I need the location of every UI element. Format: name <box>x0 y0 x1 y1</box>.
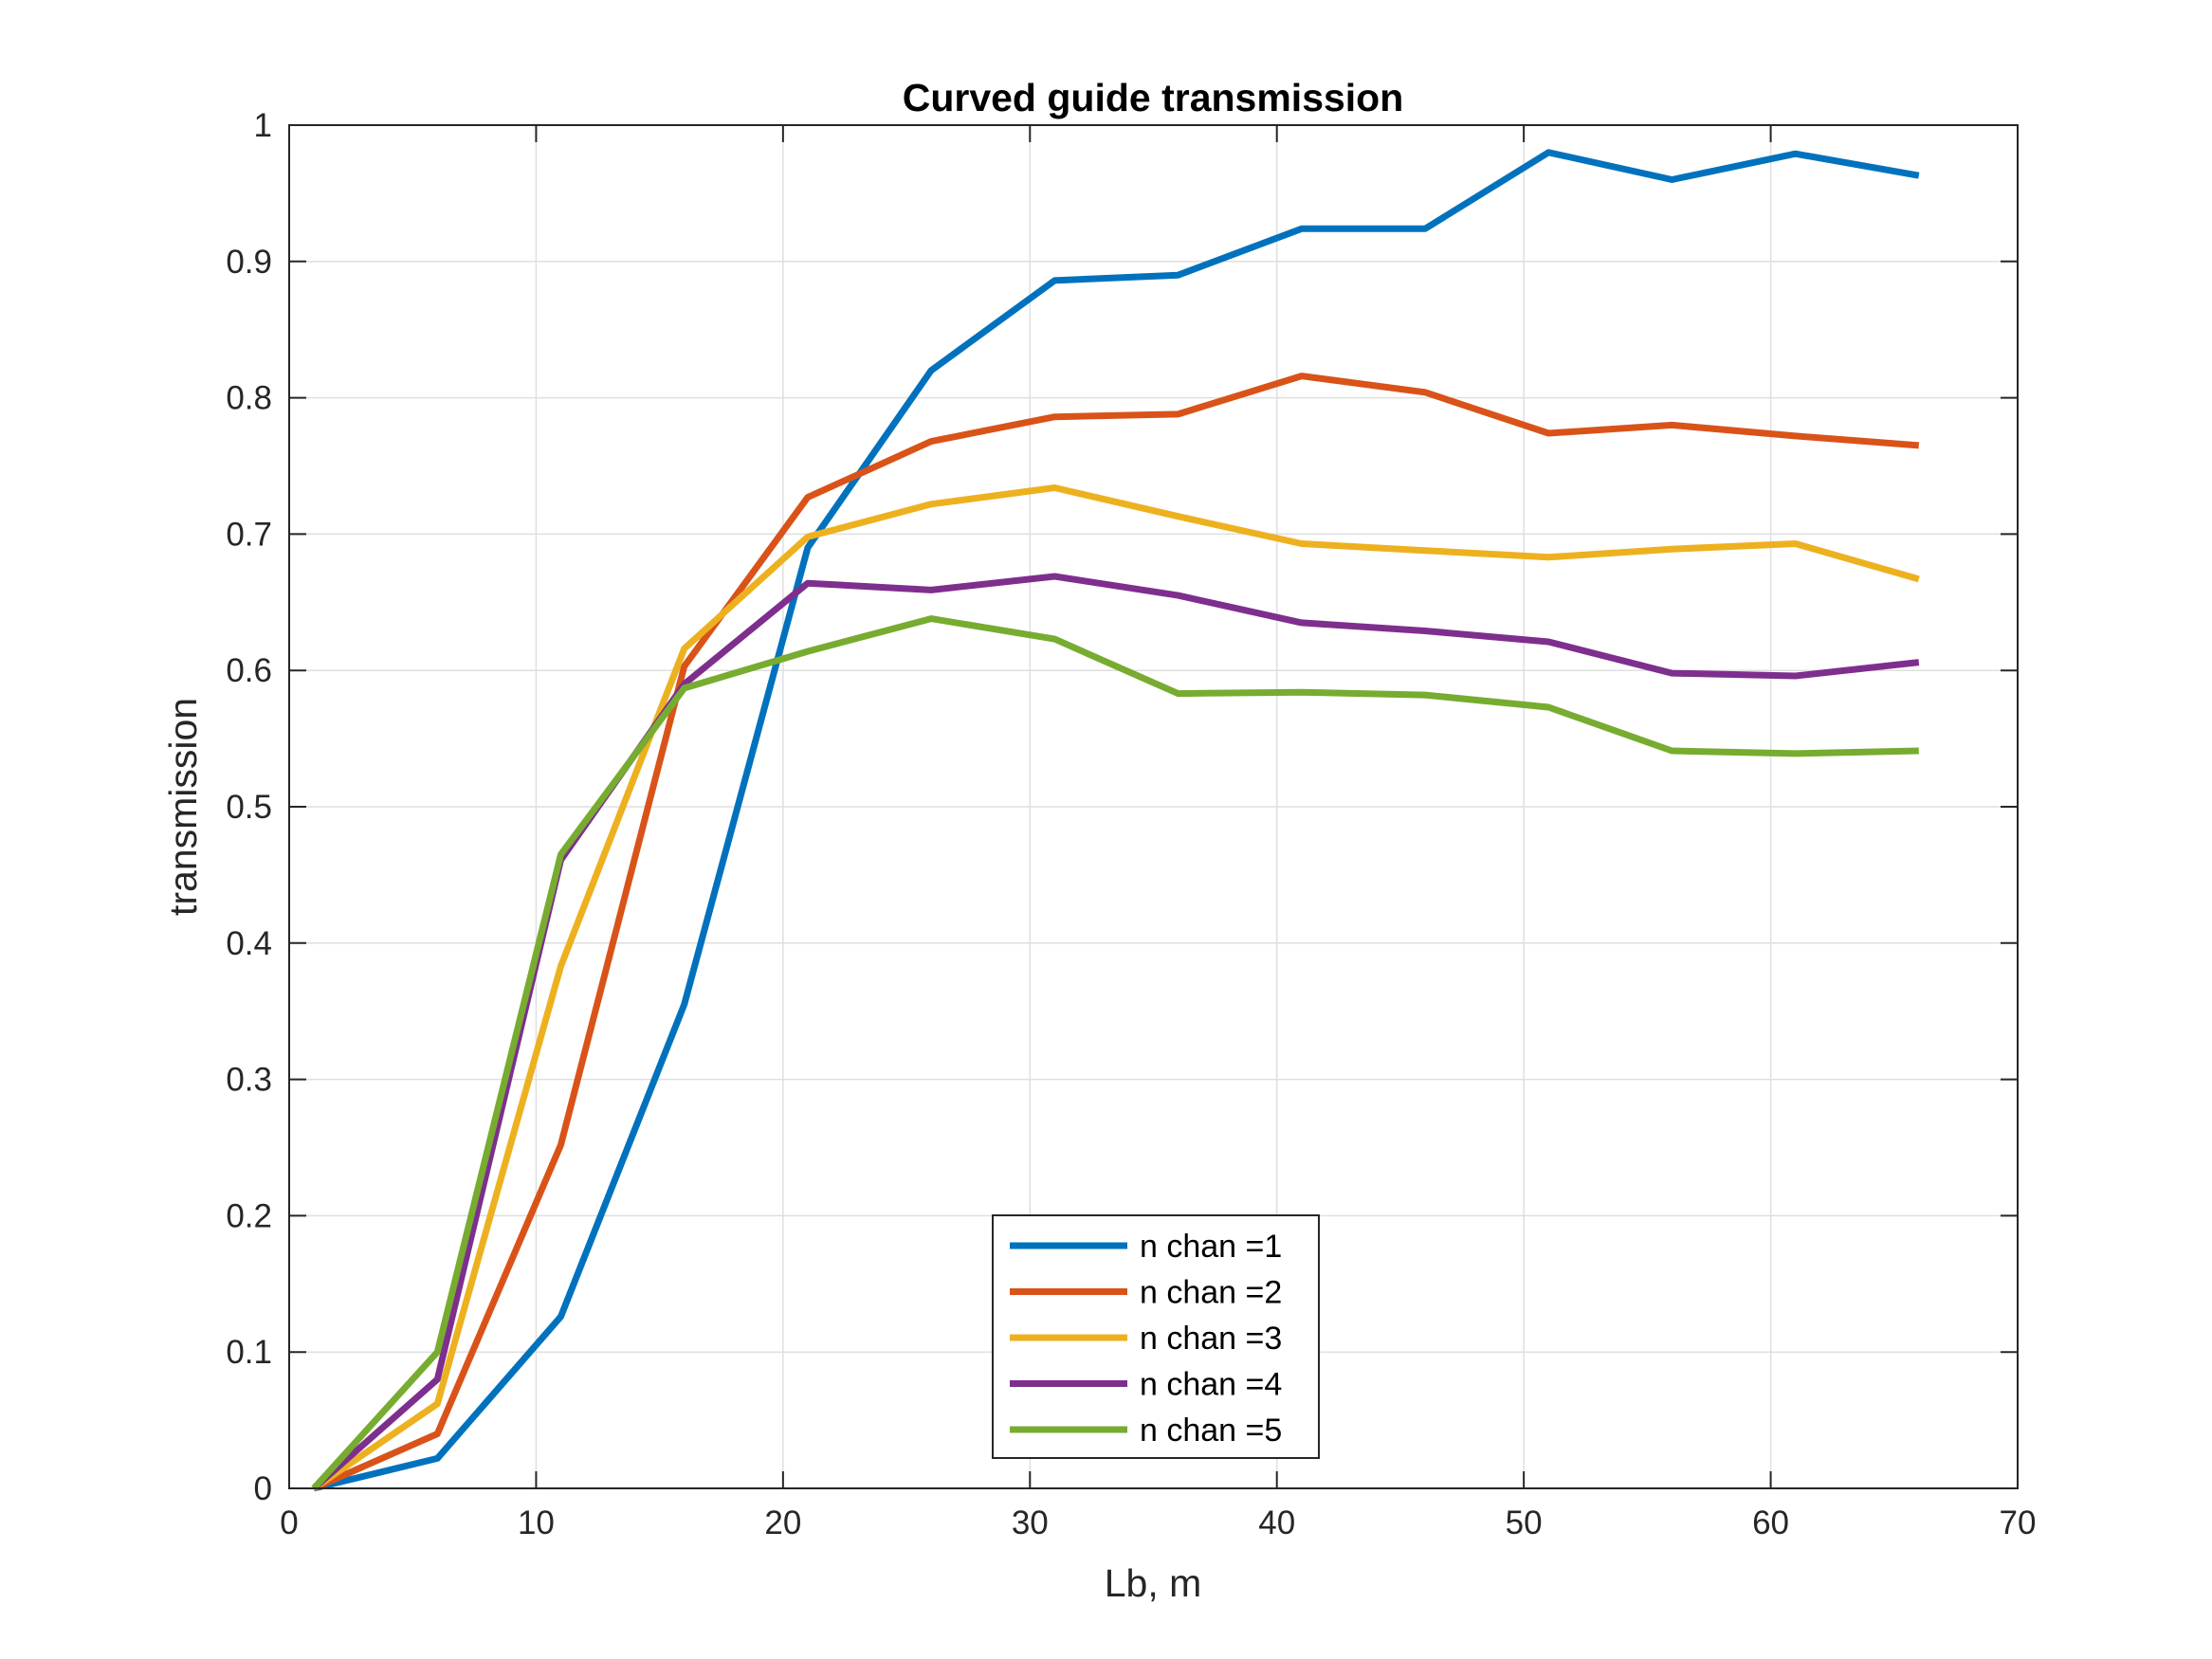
legend-label-1: n chan =1 <box>1140 1229 1282 1265</box>
chart-title: Curved guide transmission <box>903 76 1404 119</box>
y-tick-label: 0.6 <box>226 652 272 689</box>
x-tick-label: 50 <box>1506 1504 1543 1541</box>
x-tick-label: 70 <box>2000 1504 2037 1541</box>
x-tick-labels: 0 10 20 30 40 50 60 70 <box>280 1504 2036 1541</box>
x-axis-title: Lb, m <box>1105 1561 1202 1605</box>
y-tick-label: 1 <box>254 107 272 144</box>
legend-label-2: n chan =2 <box>1140 1275 1282 1311</box>
legend: n chan =1 n chan =2 n chan =3 n chan =4 n ch… <box>992 1214 1320 1459</box>
y-tick-label: 0.7 <box>226 516 272 553</box>
legend-items: n chan =1 n chan =2 n chan =3 n chan =4 n ch… <box>1010 1229 1282 1449</box>
y-tick-label: 0.5 <box>226 789 272 826</box>
series-line-2 <box>312 373 1920 1492</box>
y-tick-label: 0.2 <box>226 1197 272 1234</box>
x-tick-label: 40 <box>1258 1504 1295 1541</box>
y-tick-label: 0.9 <box>226 244 272 281</box>
series-lines <box>311 149 1920 1492</box>
x-tick-label: 10 <box>518 1504 555 1541</box>
axis-ticks <box>288 124 2019 1489</box>
legend-label-4: n chan =4 <box>1140 1367 1282 1403</box>
x-tick-label: 30 <box>1012 1504 1049 1541</box>
legend-label-3: n chan =3 <box>1140 1321 1282 1357</box>
y-tick-label: 0.1 <box>226 1334 272 1371</box>
series-line-5 <box>311 615 1919 1491</box>
y-tick-labels: 0 0.1 0.2 0.3 0.4 0.5 0.6 0.7 0.8 0.9 1 <box>226 107 272 1507</box>
legend-label-5: n chan =5 <box>1140 1413 1282 1449</box>
x-tick-label: 20 <box>764 1504 801 1541</box>
series-line-1 <box>313 149 1920 1492</box>
y-axis-title: transmission <box>161 698 205 916</box>
y-tick-label: 0.4 <box>226 925 272 962</box>
series-line-3 <box>312 484 1920 1491</box>
x-tick-label: 0 <box>280 1504 298 1541</box>
x-tick-label: 60 <box>1752 1504 1789 1541</box>
y-tick-label: 0.3 <box>226 1062 272 1099</box>
y-tick-label: 0 <box>254 1470 272 1507</box>
y-tick-label: 0.8 <box>226 380 272 417</box>
